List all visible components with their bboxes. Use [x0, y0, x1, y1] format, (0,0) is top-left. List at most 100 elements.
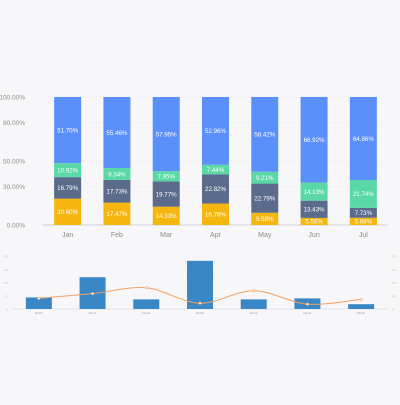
- bar-segment: [349, 180, 377, 208]
- data-label: 14.13%: [304, 189, 325, 196]
- left-y-tick-label: 1.2: [4, 294, 9, 298]
- data-label: 10.92%: [57, 167, 78, 174]
- stacked-percentage-bar-chart: 0.00% 30.00% 50.00% 80.00% 100.00% 20.60% 16.…: [0, 95, 388, 239]
- x-tick-label: Dsmb: [142, 311, 150, 315]
- top-chart-x-axis: Jan Feb Mar Apr May Jun Jul: [62, 232, 368, 239]
- data-label: 52.96%: [205, 128, 226, 135]
- bar: [133, 299, 160, 309]
- bar-segment: [251, 97, 279, 172]
- left-y-tick-label: 3.8: [4, 268, 9, 272]
- line-point: [359, 297, 363, 301]
- left-y-tick-label: 2.5: [4, 281, 9, 285]
- bar: [25, 297, 52, 309]
- y-tick-label: 80.00%: [3, 120, 25, 127]
- bar-segment: [300, 217, 328, 225]
- bar: [240, 299, 267, 309]
- data-label: 7.73%: [355, 210, 373, 217]
- line-point: [144, 286, 148, 290]
- x-tick-label: Dsmb: [250, 311, 258, 315]
- data-label: 55.46%: [106, 130, 127, 137]
- bar-segment: [202, 174, 229, 204]
- bar-segment: [349, 217, 377, 225]
- line-point: [198, 301, 202, 305]
- bar-segment: [54, 163, 82, 178]
- bar-segment: [202, 97, 229, 165]
- data-label: 64.86%: [353, 136, 374, 143]
- line-point: [91, 292, 95, 296]
- bar-line-combo-chart: 0 01.2 0.52.5 1.03.8 1.55.0 2.0 Dsmb Dsmb Dsmb D…: [4, 255, 397, 316]
- data-label: 16.78%: [205, 212, 226, 219]
- data-label: 9.34%: [108, 171, 126, 178]
- data-label: 9.58%: [256, 216, 274, 223]
- data-label: 22.82%: [205, 186, 226, 193]
- x-tick-label: Jul: [359, 232, 368, 239]
- bar-segment: [349, 207, 377, 218]
- bar: [348, 304, 375, 309]
- y-tick-label: 30.00%: [3, 184, 25, 191]
- x-tick-label: Dsmb: [357, 311, 365, 315]
- data-label: 17.73%: [106, 189, 127, 196]
- line-point: [305, 302, 309, 306]
- x-tick-label: Dsmb: [304, 311, 312, 315]
- bar-segment: [300, 96, 328, 183]
- bar-segment: [251, 212, 279, 225]
- bar-segment: [103, 97, 131, 168]
- bottom-chart-x-axis: Dsmb Dsmb Dsmb Dsmb Dsmb Dsmb Dsmb: [35, 311, 365, 315]
- left-y-tick-label: 0: [6, 308, 8, 312]
- bar-segment: [202, 164, 229, 175]
- bar-segment: [103, 179, 131, 203]
- bar-segment: [300, 200, 328, 218]
- x-tick-label: Dsmb: [35, 311, 43, 315]
- bottom-chart-line: [37, 286, 363, 306]
- bar-segment: [251, 183, 279, 213]
- data-label: 5.56%: [305, 219, 323, 226]
- data-label: 9.21%: [256, 175, 274, 182]
- data-label: 13.43%: [304, 207, 325, 214]
- y-tick-label: 50.00%: [3, 159, 25, 166]
- bar-segment: [54, 177, 82, 199]
- data-label: 17.47%: [106, 211, 127, 218]
- bar-segment: [152, 97, 180, 172]
- data-label: 22.79%: [254, 195, 275, 202]
- right-y-tick-label: 1.5: [392, 268, 397, 272]
- bar-segment: [349, 97, 377, 181]
- bar-segment: [54, 198, 82, 225]
- data-label: 19.77%: [156, 191, 177, 198]
- bar-segment: [152, 171, 180, 182]
- data-label: 7.95%: [157, 174, 175, 181]
- bar-segment: [152, 206, 180, 225]
- y-tick-label: 100.00%: [0, 95, 25, 102]
- x-tick-label: Feb: [111, 232, 123, 239]
- line-point: [252, 289, 256, 293]
- x-tick-label: Mar: [160, 232, 173, 239]
- x-tick-label: Jan: [62, 232, 73, 239]
- data-label: 58.42%: [254, 132, 275, 139]
- x-tick-label: May: [258, 232, 272, 239]
- data-label: 7.44%: [207, 167, 225, 174]
- bar-segment: [251, 171, 279, 184]
- right-y-tick-label: 1.0: [392, 281, 397, 285]
- bar: [187, 260, 213, 309]
- bar-segment: [54, 96, 82, 164]
- x-tick-label: Dsmb: [89, 311, 97, 315]
- right-y-tick-label: 2.0: [392, 255, 397, 259]
- bar-segment: [103, 167, 131, 180]
- line-point: [37, 296, 41, 300]
- x-tick-label: Dsmb: [196, 311, 204, 315]
- top-chart-bars: 20.60% 16.79% 10.92% 51.70% 17.47% 17.73% 9.34…: [54, 96, 377, 226]
- data-label: 51.70%: [57, 127, 78, 134]
- bar-segment: [152, 181, 180, 207]
- data-label: 21.74%: [353, 191, 374, 198]
- x-tick-label: Jun: [308, 232, 319, 239]
- data-label: 14.33%: [156, 213, 177, 220]
- data-label: 16.79%: [57, 185, 78, 192]
- bottom-chart-bars: [25, 260, 375, 309]
- data-label: 20.60%: [57, 209, 78, 216]
- data-label: 57.95%: [156, 131, 177, 138]
- data-label: 66.92%: [304, 137, 325, 144]
- y-tick-label: 0.00%: [7, 223, 26, 230]
- bar-segment: [300, 182, 328, 201]
- bar-segment: [103, 202, 131, 225]
